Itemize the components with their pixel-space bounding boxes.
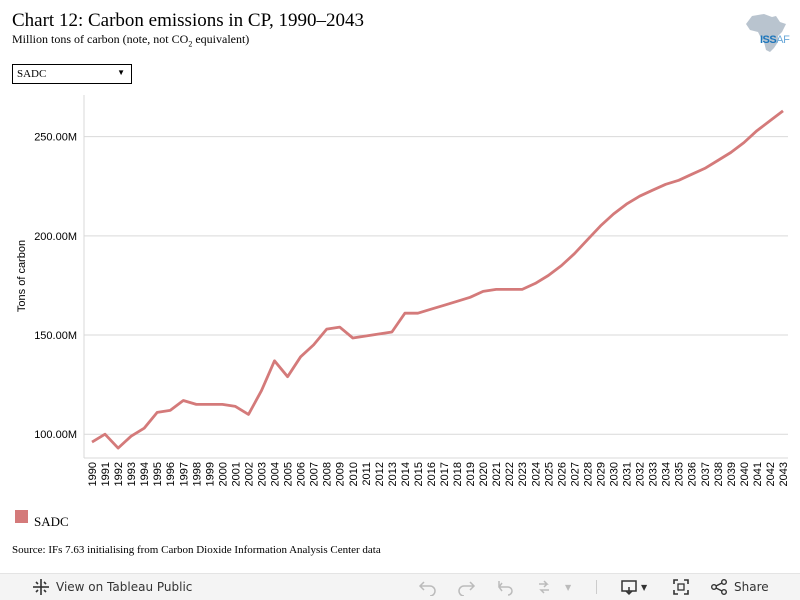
x-tick-label: 2000: [217, 462, 229, 486]
tableau-toolbar: View on Tableau Public ▼ ▼ Share: [0, 573, 800, 600]
x-tick-label: 2040: [739, 462, 751, 486]
subtitle-subscript: 2: [188, 39, 193, 49]
x-tick-label: 2038: [713, 462, 725, 486]
line-chart: 100.00M 150.00M 200.00M 250.00M Tons of carb…: [16, 95, 790, 486]
tableau-logo-icon: [33, 579, 49, 595]
fullscreen-icon: [673, 579, 689, 595]
x-tick-label: 2035: [674, 462, 686, 486]
region-filter-dropdown[interactable]: SADC ▼: [12, 64, 132, 84]
x-tick-label: 1997: [178, 462, 190, 486]
x-tick-label: 2017: [439, 462, 451, 486]
x-tick-label: 2026: [556, 462, 568, 486]
logo-text-bold: ISS: [760, 34, 777, 46]
source-note: Source: IFs 7.63 initialising from Carbo…: [12, 544, 381, 556]
download-icon: [621, 580, 637, 596]
x-tick-label: 2028: [582, 462, 594, 486]
x-tick-label: 2016: [426, 462, 438, 486]
x-tick-label: 2001: [230, 462, 242, 486]
chart-subtitle: Million tons of carbon (note, not CO2 eq…: [12, 32, 249, 48]
x-tick-label: 1998: [191, 462, 203, 486]
x-tick-label: 2042: [765, 462, 777, 486]
x-tick-label: 2004: [270, 462, 282, 486]
x-tick-label: 1999: [204, 462, 216, 486]
logo-text-light: AF: [776, 34, 790, 46]
x-tick-label: 2009: [335, 462, 347, 486]
x-tick-label: 1996: [165, 462, 177, 486]
x-tick-label: 1992: [113, 462, 125, 486]
x-tick-label: 2024: [530, 462, 542, 486]
forward-icon: [539, 580, 549, 594]
x-tick-label: 2002: [243, 462, 255, 486]
share-icon: [711, 579, 727, 595]
x-tick-label: 1991: [100, 462, 112, 486]
x-tick-label: 2021: [491, 462, 503, 486]
x-tick-label: 2036: [687, 462, 699, 486]
x-tick-label: 2031: [622, 462, 634, 486]
legend-swatch: [15, 510, 28, 523]
x-tick-label: 2003: [256, 462, 268, 486]
x-tick-label: 2011: [361, 462, 373, 486]
x-tick-label: 2032: [635, 462, 647, 486]
redo-button[interactable]: [456, 574, 476, 600]
x-tick-label: 2020: [478, 462, 490, 486]
share-button[interactable]: Share: [710, 574, 769, 600]
logo-text: ISSAF: [760, 34, 790, 46]
x-tick-label: 2006: [296, 462, 308, 486]
x-tick-label: 2029: [595, 462, 607, 486]
undo-button[interactable]: [418, 574, 438, 600]
y-tick-label: 100.00M: [34, 429, 77, 441]
x-tick-label: 2012: [374, 462, 386, 486]
chart-title: Chart 12: Carbon emissions in CP, 1990–2…: [12, 10, 365, 31]
x-tick-label: 2041: [752, 462, 764, 486]
y-tick-label: 250.00M: [34, 132, 77, 144]
share-label: Share: [734, 580, 769, 594]
x-tick-label: 2022: [504, 462, 516, 486]
x-tick-label: 2013: [387, 462, 399, 486]
x-tick-label: 1994: [139, 462, 151, 486]
x-tick-label: 2008: [322, 462, 334, 486]
fullscreen-button[interactable]: [672, 574, 690, 600]
x-tick-label: 2027: [569, 462, 581, 486]
chevron-down-icon: ▼: [117, 68, 125, 77]
x-tick-label: 2019: [465, 462, 477, 486]
toolbar-divider: [596, 580, 597, 594]
x-tick-label: 2005: [283, 462, 295, 486]
x-tick-label: 2014: [400, 462, 412, 486]
x-tick-label: 2033: [648, 462, 660, 486]
download-button[interactable]: ▼: [620, 574, 647, 600]
y-axis-title: Tons of carbon: [16, 240, 28, 312]
x-tick-label: 2007: [309, 462, 321, 486]
series-line: [91, 109, 784, 450]
x-tick-label: 2043: [778, 462, 790, 486]
x-tick-label: 2018: [452, 462, 464, 486]
undo-icon: [418, 581, 436, 596]
redo-icon: [458, 581, 476, 596]
subtitle-text-end: equivalent): [192, 32, 250, 46]
x-tick-label: 2030: [609, 462, 621, 486]
x-tick-label: 2015: [413, 462, 425, 486]
x-tick-label: 1990: [87, 462, 99, 486]
y-tick-label: 150.00M: [34, 330, 77, 342]
revert-button[interactable]: [496, 574, 516, 600]
x-tick-label: 2025: [543, 462, 555, 486]
revert-icon: [498, 581, 513, 596]
subtitle-text-start: Million tons of carbon (note, not CO: [12, 32, 189, 46]
caret-down-icon: ▼: [641, 582, 648, 592]
x-tick-label: 2039: [726, 462, 738, 486]
africa-logo-icon: [746, 14, 786, 52]
x-tick-label: 1995: [152, 462, 164, 486]
view-on-tableau-button[interactable]: View on Tableau Public: [32, 574, 192, 600]
caret-down-icon: ▼: [565, 582, 572, 592]
region-filter-value: SADC: [17, 68, 47, 80]
x-tick-label: 2010: [348, 462, 360, 486]
legend-label: SADC: [34, 514, 69, 529]
x-tick-label: 1993: [126, 462, 138, 486]
x-tick-label: 2023: [517, 462, 529, 486]
x-tick-label: 2034: [661, 462, 673, 486]
view-on-tableau-label: View on Tableau Public: [56, 580, 193, 594]
forward-button[interactable]: [534, 574, 554, 600]
forward-dropdown[interactable]: ▼: [565, 574, 571, 600]
x-tick-label: 2037: [700, 462, 712, 486]
y-tick-label: 200.00M: [34, 231, 77, 243]
